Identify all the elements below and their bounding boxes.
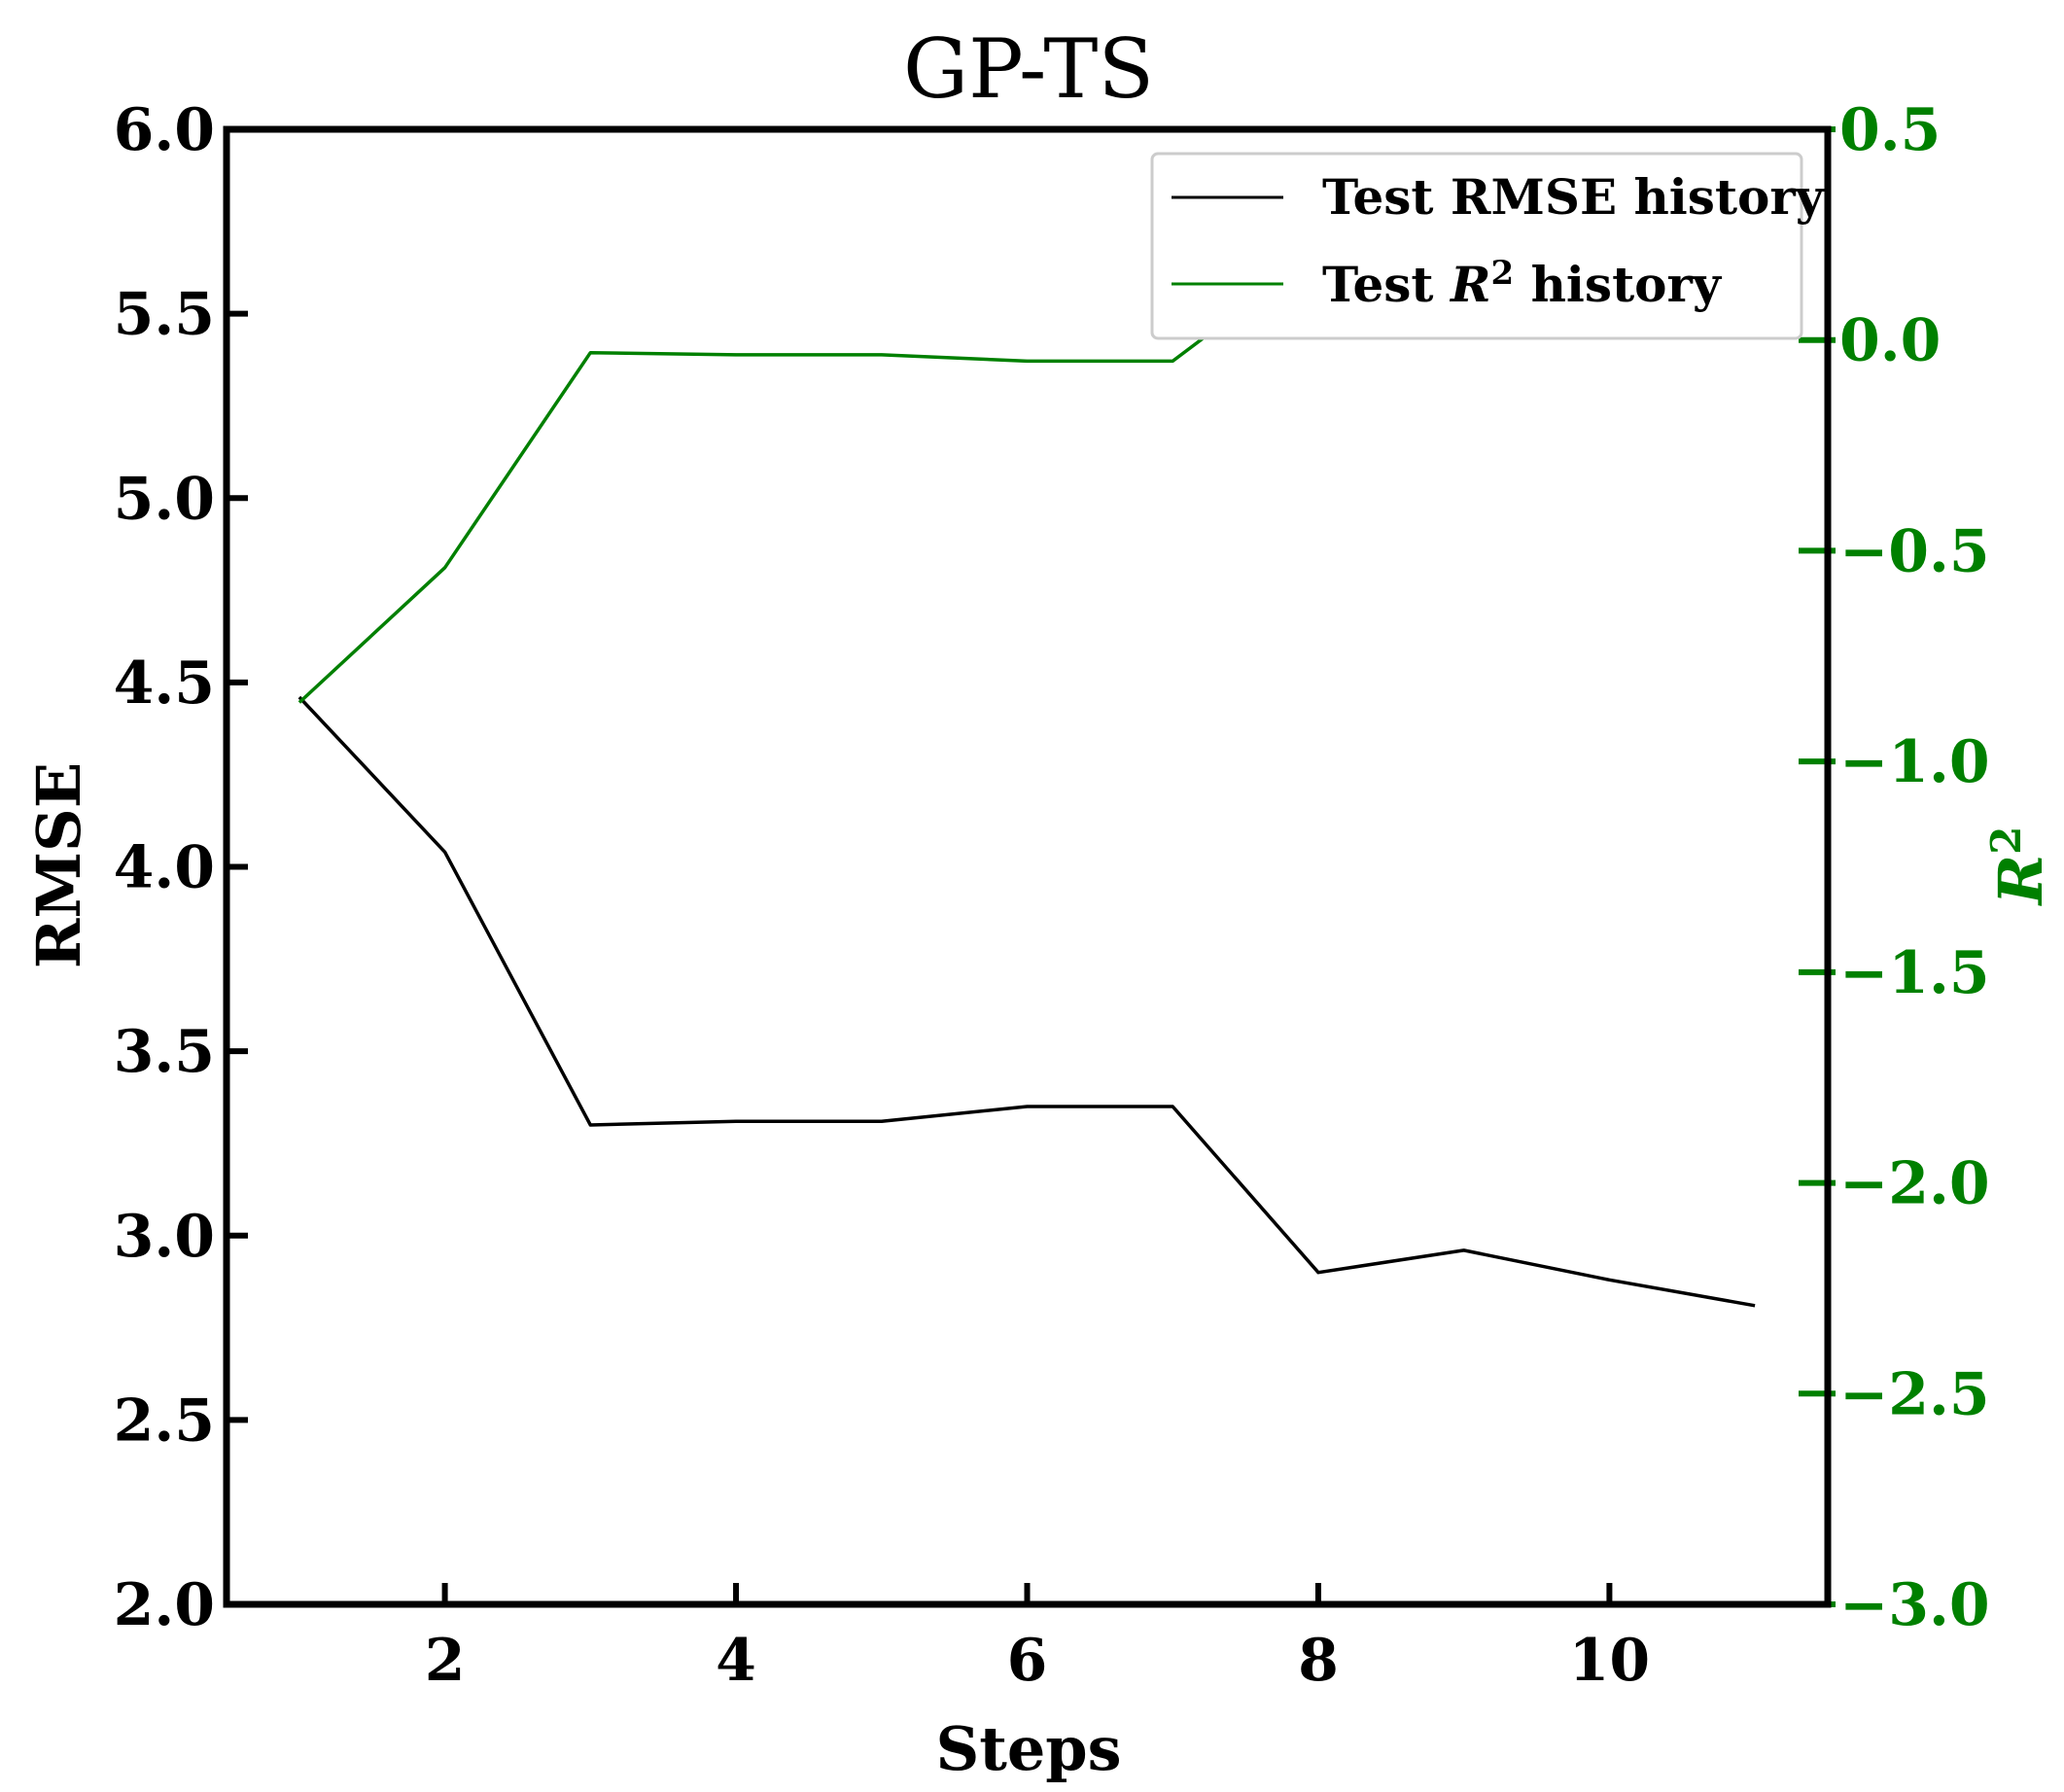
series-line-0 <box>297 695 1756 1308</box>
y2-tick-label-7: 0.5 <box>1839 96 1941 164</box>
y2-axis-label-sup: 2 <box>1982 826 2030 855</box>
y-tick-label-7: 5.5 <box>114 281 215 349</box>
y2-tick-label-6: 0.0 <box>1839 307 1941 375</box>
series-layer <box>297 232 1756 1308</box>
legend-label-r2-sup: 2 <box>1491 254 1515 293</box>
x-tick-label-4: 10 <box>1569 1627 1651 1695</box>
x-tick-label-1: 4 <box>716 1627 756 1695</box>
legend-label-r2: Test R2 history <box>1322 254 1723 313</box>
y-tick-label-6: 5.0 <box>114 465 215 533</box>
y2-tick-label-1: −2.5 <box>1839 1360 1990 1428</box>
legend-label-r2-prefix: Test <box>1322 256 1451 313</box>
legend-label-r2-math: R <box>1449 256 1491 313</box>
y2-tick-label-0: −3.0 <box>1839 1571 1990 1639</box>
x-tick-label-3: 8 <box>1298 1627 1339 1695</box>
plot-frame <box>223 125 1832 1608</box>
y2-tick-label-2: −2.0 <box>1839 1150 1990 1218</box>
y2-axis-label-base: R <box>1985 855 2056 907</box>
legend: Test RMSE history Test R2 history <box>1150 152 1826 340</box>
y-tick-label-1: 2.5 <box>114 1387 215 1455</box>
y2-tick-label-5: −0.5 <box>1839 517 1990 585</box>
y-tick-label-5: 4.5 <box>114 650 215 718</box>
y-tick-label-8: 6.0 <box>114 96 215 164</box>
x-tick-label-2: 6 <box>1007 1627 1048 1695</box>
y-tick-label-4: 4.0 <box>114 834 215 902</box>
y-tick-label-3: 3.5 <box>114 1018 215 1086</box>
right-axis-ticks: −3.0 −2.5 −2.0 −1.5 −1.0 −0.5 0.0 0.5 <box>1799 96 1990 1639</box>
x-axis-label: Steps <box>935 1713 1121 1784</box>
x-tick-label-0: 2 <box>425 1627 466 1695</box>
y2-tick-label-3: −1.5 <box>1839 939 1990 1007</box>
x-axis-ticks: 2 4 6 8 10 <box>425 1583 1650 1695</box>
y-tick-label-0: 2.0 <box>114 1571 215 1639</box>
chart-title: GP-TS <box>903 21 1154 117</box>
legend-label-r2-suffix: history <box>1514 256 1723 313</box>
y2-tick-label-4: −1.0 <box>1839 728 1990 796</box>
y-tick-label-2: 3.0 <box>114 1203 215 1271</box>
legend-label-rmse: Test RMSE history <box>1322 168 1826 226</box>
legend-box <box>1150 152 1803 340</box>
y2-axis-label: R2 <box>1982 826 2056 907</box>
left-axis-ticks: 2.0 2.5 3.0 3.5 4.0 4.5 5.0 5.5 6.0 <box>114 96 248 1639</box>
y-axis-label: RMSE <box>23 762 94 968</box>
